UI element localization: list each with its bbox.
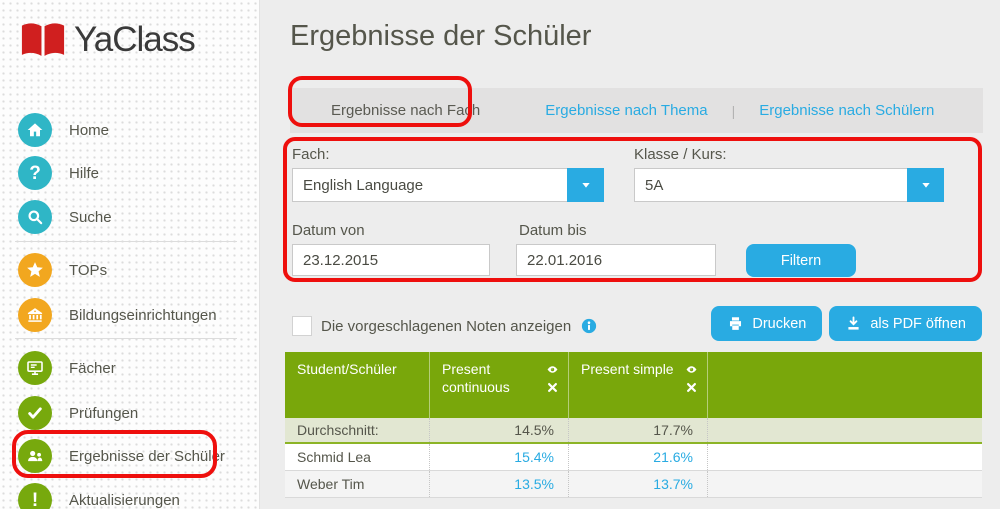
sidebar-item-ergebnisse-der-schueler[interactable]: Ergebnisse der Schüler bbox=[18, 439, 225, 473]
tab-ergebnisse-nach-sch-lern[interactable]: Ergebnisse nach Schülern bbox=[759, 102, 935, 119]
exclamation-icon: ! bbox=[18, 483, 52, 509]
sidebar-item-faecher[interactable]: Fächer bbox=[18, 351, 116, 385]
question-icon: ? bbox=[18, 156, 52, 190]
sidebar-item-label: Fächer bbox=[69, 359, 116, 377]
column-header: Present simple bbox=[568, 352, 707, 418]
tab-separator: | bbox=[731, 102, 736, 119]
institution-icon bbox=[18, 298, 52, 332]
tab-ergebnisse-nach-fach[interactable]: Ergebnisse nach Fach bbox=[331, 102, 481, 119]
drucken-button[interactable]: Drucken bbox=[711, 306, 823, 341]
check-icon bbox=[18, 396, 52, 430]
sidebar-item-bildungseinrichtungen[interactable]: Bildungseinrichtungen bbox=[18, 298, 217, 332]
student-name-cell[interactable]: Weber Tim bbox=[297, 476, 365, 492]
sidebar-item-pruefungen[interactable]: Prüfungen bbox=[18, 396, 138, 430]
sidebar-divider bbox=[15, 241, 237, 242]
klasse-dropdown-value: 5A bbox=[645, 176, 664, 194]
fach-label: Fach: bbox=[292, 146, 330, 163]
tab-ergebnisse-nach-thema[interactable]: Ergebnisse nach Thema bbox=[545, 102, 708, 119]
students-icon bbox=[18, 439, 52, 473]
yaclass-logo[interactable]: YaClass bbox=[20, 20, 196, 60]
filtern-button[interactable]: Filtern bbox=[746, 244, 856, 277]
chevron-down-icon[interactable] bbox=[567, 168, 604, 202]
klasse-label: Klasse / Kurs: bbox=[634, 146, 727, 163]
eye-icon[interactable] bbox=[545, 362, 560, 377]
sidebar-item-home[interactable]: Home bbox=[18, 113, 109, 147]
sidebar-divider bbox=[15, 338, 237, 339]
table-row: Durchschnitt: 14.5% 17.7% bbox=[285, 418, 982, 444]
sidebar-item-tops[interactable]: TOPs bbox=[18, 253, 107, 287]
result-cell[interactable]: 15.4% bbox=[429, 444, 568, 470]
sidebar: YaClass Home ? Hilfe Suche TOPs Bildungs… bbox=[0, 0, 260, 509]
main-content: Ergebnisse der Schüler Ergebnisse nach F… bbox=[260, 0, 1000, 509]
sidebar-item-hilfe[interactable]: ? Hilfe bbox=[18, 156, 99, 190]
empty-cell bbox=[707, 471, 982, 497]
column-header: Present continuous bbox=[429, 352, 568, 418]
chevron-down-icon[interactable] bbox=[907, 168, 944, 202]
monitor-icon bbox=[18, 351, 52, 385]
pdf-button-label: als PDF öffnen bbox=[870, 315, 966, 332]
sidebar-item-label: Hilfe bbox=[69, 164, 100, 182]
empty-cell bbox=[707, 444, 982, 470]
result-cell[interactable]: 13.5% bbox=[429, 471, 568, 497]
table-header-row: Student/Schüler Present continuous Prese… bbox=[285, 352, 982, 418]
sidebar-item-label: TOPs bbox=[69, 261, 108, 279]
printer-icon bbox=[727, 315, 744, 332]
book-logo-icon bbox=[20, 20, 66, 60]
results-table: Student/Schüler Present continuous Prese… bbox=[285, 352, 982, 498]
page-title: Ergebnisse der Schüler bbox=[290, 20, 592, 52]
drucken-button-label: Drucken bbox=[752, 315, 807, 332]
result-cell: 17.7% bbox=[568, 418, 707, 442]
table-row: Schmid Lea 15.4% 21.6% bbox=[285, 444, 982, 471]
fach-dropdown-value: English Language bbox=[303, 176, 424, 194]
datum-von-input[interactable] bbox=[292, 244, 490, 276]
als-pdf-oeffnen-button[interactable]: als PDF öffnen bbox=[829, 306, 982, 341]
sidebar-item-label: Aktualisierungen bbox=[69, 491, 180, 509]
eye-icon[interactable] bbox=[684, 362, 699, 377]
remove-icon[interactable] bbox=[545, 380, 560, 395]
klasse-dropdown[interactable]: 5A bbox=[634, 168, 944, 202]
column-controls bbox=[684, 361, 699, 418]
empty-cell bbox=[707, 418, 982, 442]
result-cell: 14.5% bbox=[429, 418, 568, 442]
sidebar-item-aktualisierungen[interactable]: ! Aktualisierungen bbox=[18, 483, 180, 509]
sidebar-item-label: Suche bbox=[69, 208, 112, 226]
sidebar-item-label: Bildungseinrichtungen bbox=[69, 306, 217, 324]
fach-dropdown[interactable]: English Language bbox=[292, 168, 604, 202]
column-header: Student/Schüler bbox=[297, 361, 397, 377]
search-icon bbox=[18, 200, 52, 234]
suggested-grades-checkbox[interactable] bbox=[292, 316, 312, 336]
sidebar-item-label: Ergebnisse der Schüler bbox=[69, 447, 225, 465]
student-name-cell: Durchschnitt: bbox=[297, 422, 379, 438]
sidebar-item-label: Home bbox=[69, 121, 110, 139]
sidebar-item-label: Prüfungen bbox=[69, 404, 139, 422]
datum-bis-input[interactable] bbox=[516, 244, 716, 276]
table-row: Weber Tim 13.5% 13.7% bbox=[285, 471, 982, 498]
suggested-grades-row: Die vorgeschlagenen Noten anzeigen bbox=[292, 316, 598, 336]
sidebar-item-suche[interactable]: Suche bbox=[18, 200, 112, 234]
datum-bis-label: Datum bis bbox=[519, 222, 587, 239]
info-icon[interactable] bbox=[580, 317, 598, 335]
download-icon bbox=[845, 315, 862, 332]
datum-von-label: Datum von bbox=[292, 222, 365, 239]
result-cell[interactable]: 21.6% bbox=[568, 444, 707, 470]
student-name-cell[interactable]: Schmid Lea bbox=[297, 449, 371, 465]
home-icon bbox=[18, 113, 52, 147]
suggested-grades-label: Die vorgeschlagenen Noten anzeigen bbox=[321, 317, 572, 335]
result-cell[interactable]: 13.7% bbox=[568, 471, 707, 497]
export-actions: Drucken als PDF öffnen bbox=[711, 306, 982, 341]
tab-bar: Ergebnisse nach Fach Ergebnisse nach Them… bbox=[290, 88, 983, 133]
logo-text: YaClass bbox=[74, 20, 196, 59]
column-header-empty bbox=[707, 352, 982, 418]
column-controls bbox=[545, 361, 560, 418]
star-icon bbox=[18, 253, 52, 287]
remove-icon[interactable] bbox=[684, 380, 699, 395]
